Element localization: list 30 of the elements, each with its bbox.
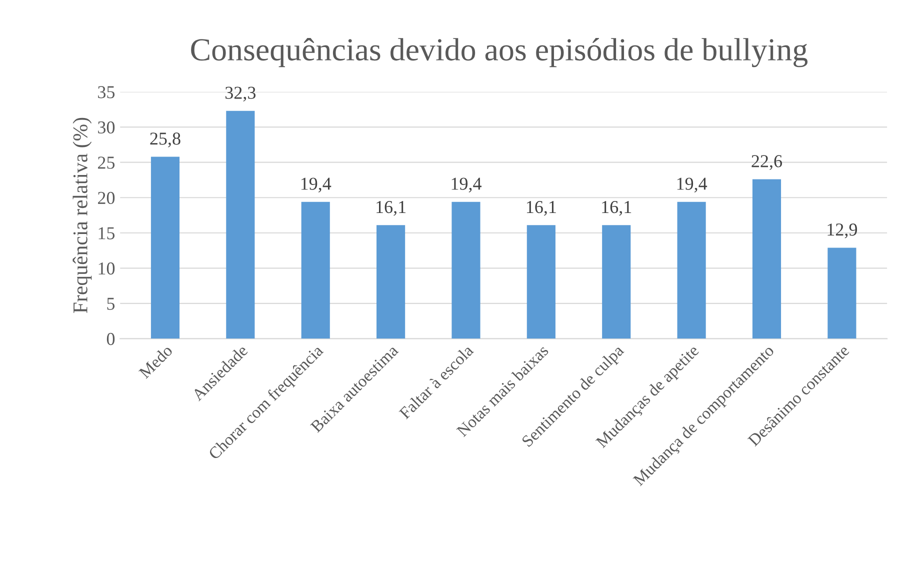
- y-axis-title: Frequência relativa (%): [72, 118, 92, 313]
- bar: [677, 202, 706, 339]
- bar: [376, 225, 406, 339]
- y-tick-label: 20: [98, 192, 115, 204]
- bar: [150, 156, 180, 339]
- data-label: 19,4: [301, 178, 332, 192]
- bar: [452, 202, 480, 339]
- data-label: 16,1: [602, 200, 632, 216]
- data-label: 25,8: [150, 132, 180, 148]
- data-label: 22,6: [752, 155, 782, 170]
- data-label: 32,3: [225, 86, 256, 102]
- y-tick-label: 35: [98, 86, 115, 98]
- data-label: 19,4: [452, 178, 482, 192]
- chart-title: Consequências devido aos episódios de bullying: [191, 38, 808, 68]
- y-tick-label: 0: [106, 332, 115, 346]
- bar: [752, 179, 782, 339]
- bar: [828, 248, 856, 339]
- y-tick-label: 15: [98, 227, 115, 240]
- data-label: 16,1: [526, 200, 556, 216]
- bar: [301, 202, 330, 339]
- y-tick-label: 5: [107, 298, 115, 310]
- data-label: 16,1: [376, 200, 406, 216]
- data-label: 12,9: [828, 224, 857, 238]
- y-tick-label: 30: [98, 121, 115, 134]
- bar: [526, 225, 556, 339]
- y-tick-label: 10: [98, 262, 115, 275]
- y-tick-label: 25: [98, 156, 115, 169]
- data-label: 19,4: [677, 178, 708, 192]
- bar: [602, 225, 631, 339]
- bar: [226, 110, 255, 339]
